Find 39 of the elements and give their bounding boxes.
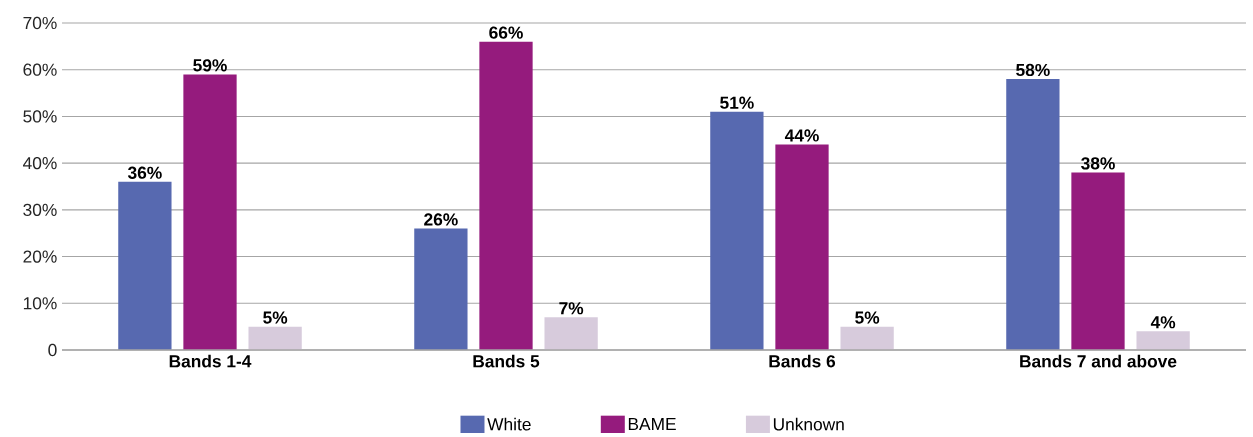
- bar: [1006, 79, 1060, 350]
- data-label: 7%: [559, 302, 584, 315]
- data-label: 51%: [720, 96, 754, 109]
- x-tick-label: Bands 5: [473, 354, 540, 368]
- data-label: 38%: [1081, 157, 1115, 170]
- data-label: 58%: [1016, 63, 1050, 77]
- data-label: 66%: [489, 26, 523, 39]
- bar: [118, 181, 172, 350]
- legend-label: BAME: [628, 418, 676, 430]
- x-tick-label: Bands 6: [769, 354, 836, 368]
- y-tick-label: 60%: [23, 63, 57, 76]
- bar: [1136, 331, 1190, 350]
- legend-label: Unknown: [773, 417, 844, 431]
- y-tick-label: 70%: [23, 16, 57, 30]
- data-label: 36%: [127, 166, 162, 179]
- bar: [479, 41, 533, 350]
- data-label: 26%: [424, 213, 458, 226]
- y-tick-label: 40%: [23, 157, 57, 170]
- y-tick-label: 0: [48, 343, 57, 357]
- bar: [840, 326, 894, 350]
- bar: [183, 74, 237, 350]
- bar: [775, 144, 829, 350]
- y-tick-label: 20%: [23, 250, 57, 263]
- x-tick-label: Bands 1-4: [169, 354, 252, 368]
- data-label: 44%: [784, 129, 819, 142]
- data-label: 59%: [193, 59, 227, 72]
- data-label: 4%: [1150, 316, 1176, 329]
- data-label: 5%: [855, 311, 880, 324]
- bar: [710, 111, 764, 350]
- bar: [248, 326, 302, 350]
- y-tick-label: 50%: [23, 110, 57, 123]
- legend-label: White: [487, 417, 531, 431]
- y-tick-label: 30%: [23, 203, 57, 216]
- y-tick-label: 10%: [23, 297, 57, 310]
- data-label: 5%: [263, 311, 288, 324]
- bar: [414, 228, 468, 350]
- bar: [1071, 172, 1125, 350]
- bar: [544, 317, 598, 350]
- x-tick-label: Bands 7 and above: [1020, 354, 1177, 368]
